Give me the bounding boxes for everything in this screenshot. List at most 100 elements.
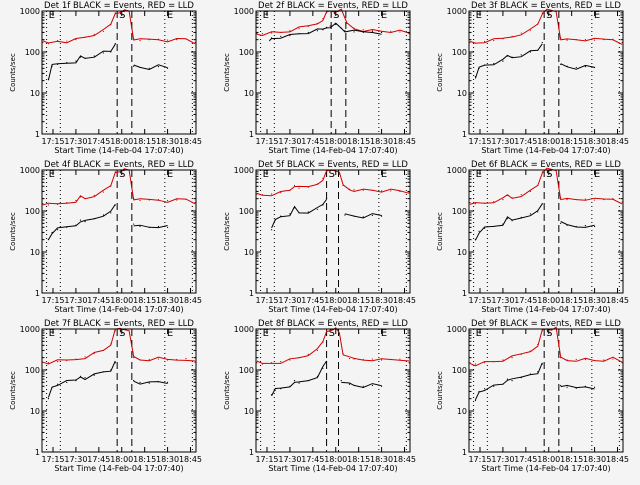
data-point <box>114 362 116 364</box>
x-tick-label: 17:45 <box>301 296 324 305</box>
y-tick-label: 10 <box>244 407 254 416</box>
y-tick-label: 100 <box>25 366 40 375</box>
series-line-lld <box>469 8 623 45</box>
data-point <box>84 57 86 59</box>
data-point <box>502 60 504 62</box>
data-point <box>537 343 539 346</box>
data-point <box>529 350 532 352</box>
data-point <box>114 12 116 14</box>
data-point <box>603 198 605 201</box>
data-point <box>408 192 410 194</box>
data-point <box>280 215 282 217</box>
x-tick-label: 17:30 <box>64 455 87 464</box>
data-point <box>566 39 568 41</box>
data-point <box>612 38 614 40</box>
data-point <box>408 33 410 35</box>
data-point <box>316 30 319 32</box>
y-tick-label: 1 <box>35 448 40 457</box>
data-point <box>537 211 539 213</box>
time-marker-label: S <box>546 169 552 180</box>
data-point <box>322 341 324 343</box>
y-tick-label: 10 <box>30 89 40 98</box>
x-tick-label: 17:45 <box>514 137 537 146</box>
x-tick-label: 18:45 <box>179 296 202 305</box>
data-point <box>102 52 105 54</box>
x-axis-label: Start Time (14-Feb-04 17:07:40) <box>268 464 397 473</box>
data-point <box>102 30 105 32</box>
series-line-events <box>47 204 168 240</box>
data-point <box>148 358 150 361</box>
data-point <box>289 359 291 361</box>
data-point <box>380 30 383 32</box>
data-point <box>316 208 319 210</box>
data-point <box>520 32 522 34</box>
data-point <box>148 382 150 384</box>
data-point <box>322 18 324 20</box>
data-point <box>621 41 623 44</box>
x-tick-label: 18:45 <box>393 296 416 305</box>
data-point <box>483 227 486 229</box>
data-point <box>520 216 522 218</box>
data-point <box>289 30 291 32</box>
data-point <box>270 394 273 396</box>
data-point <box>261 194 264 196</box>
data-point <box>537 23 539 25</box>
data-point <box>114 330 116 332</box>
x-tick-label: 18:30 <box>583 455 606 464</box>
data-point <box>493 225 495 228</box>
data-point <box>612 358 614 360</box>
data-point <box>362 29 364 31</box>
data-point <box>408 362 410 364</box>
x-tick-label: 18:15 <box>347 137 370 146</box>
y-tick-label: 1 <box>249 130 254 139</box>
time-marker-label: S <box>119 328 125 339</box>
y-axis-label: Counts/sec <box>436 212 444 251</box>
data-point <box>56 39 59 42</box>
data-point <box>362 216 364 218</box>
x-tick-label: 18:30 <box>370 455 393 464</box>
data-point <box>261 33 264 35</box>
data-point <box>566 224 568 226</box>
x-tick-label: 17:15 <box>255 137 278 146</box>
data-point <box>84 36 86 38</box>
data-point <box>270 37 273 39</box>
data-point <box>47 43 50 45</box>
data-point <box>280 35 282 38</box>
data-point <box>511 380 513 382</box>
data-point <box>256 193 258 195</box>
data-point <box>380 215 383 217</box>
y-tick-label: 1000 <box>234 325 254 334</box>
data-point <box>194 41 196 44</box>
plot-frame <box>255 10 411 135</box>
y-tick-label: 1000 <box>447 7 467 16</box>
panel-title: Det 5f BLACK = Events, RED = LLD <box>258 160 408 170</box>
x-tick-label: 17:30 <box>278 296 301 305</box>
data-point <box>256 33 258 35</box>
y-tick-label: 10 <box>244 89 254 98</box>
data-point <box>541 330 543 332</box>
data-point <box>133 380 135 382</box>
data-point <box>316 375 319 377</box>
y-axis-label: Counts/sec <box>9 371 17 410</box>
data-point <box>84 221 86 223</box>
data-point <box>157 198 160 201</box>
panel-title: Det 7f BLACK = Events, RED = LLD <box>44 319 194 329</box>
data-point <box>541 203 543 205</box>
data-point <box>520 54 522 56</box>
x-tick-label: 18:15 <box>560 296 583 305</box>
data-point <box>47 204 50 206</box>
data-point <box>274 219 276 221</box>
y-axis-label: Counts/sec <box>436 371 444 410</box>
data-point <box>269 39 271 42</box>
data-point <box>93 353 95 355</box>
data-point <box>362 358 364 361</box>
data-point <box>541 171 543 173</box>
data-point <box>529 373 532 375</box>
data-point <box>307 380 309 382</box>
data-point <box>66 62 68 64</box>
data-point <box>474 399 477 402</box>
x-tick-label: 17:45 <box>514 455 537 464</box>
data-point <box>390 358 392 361</box>
